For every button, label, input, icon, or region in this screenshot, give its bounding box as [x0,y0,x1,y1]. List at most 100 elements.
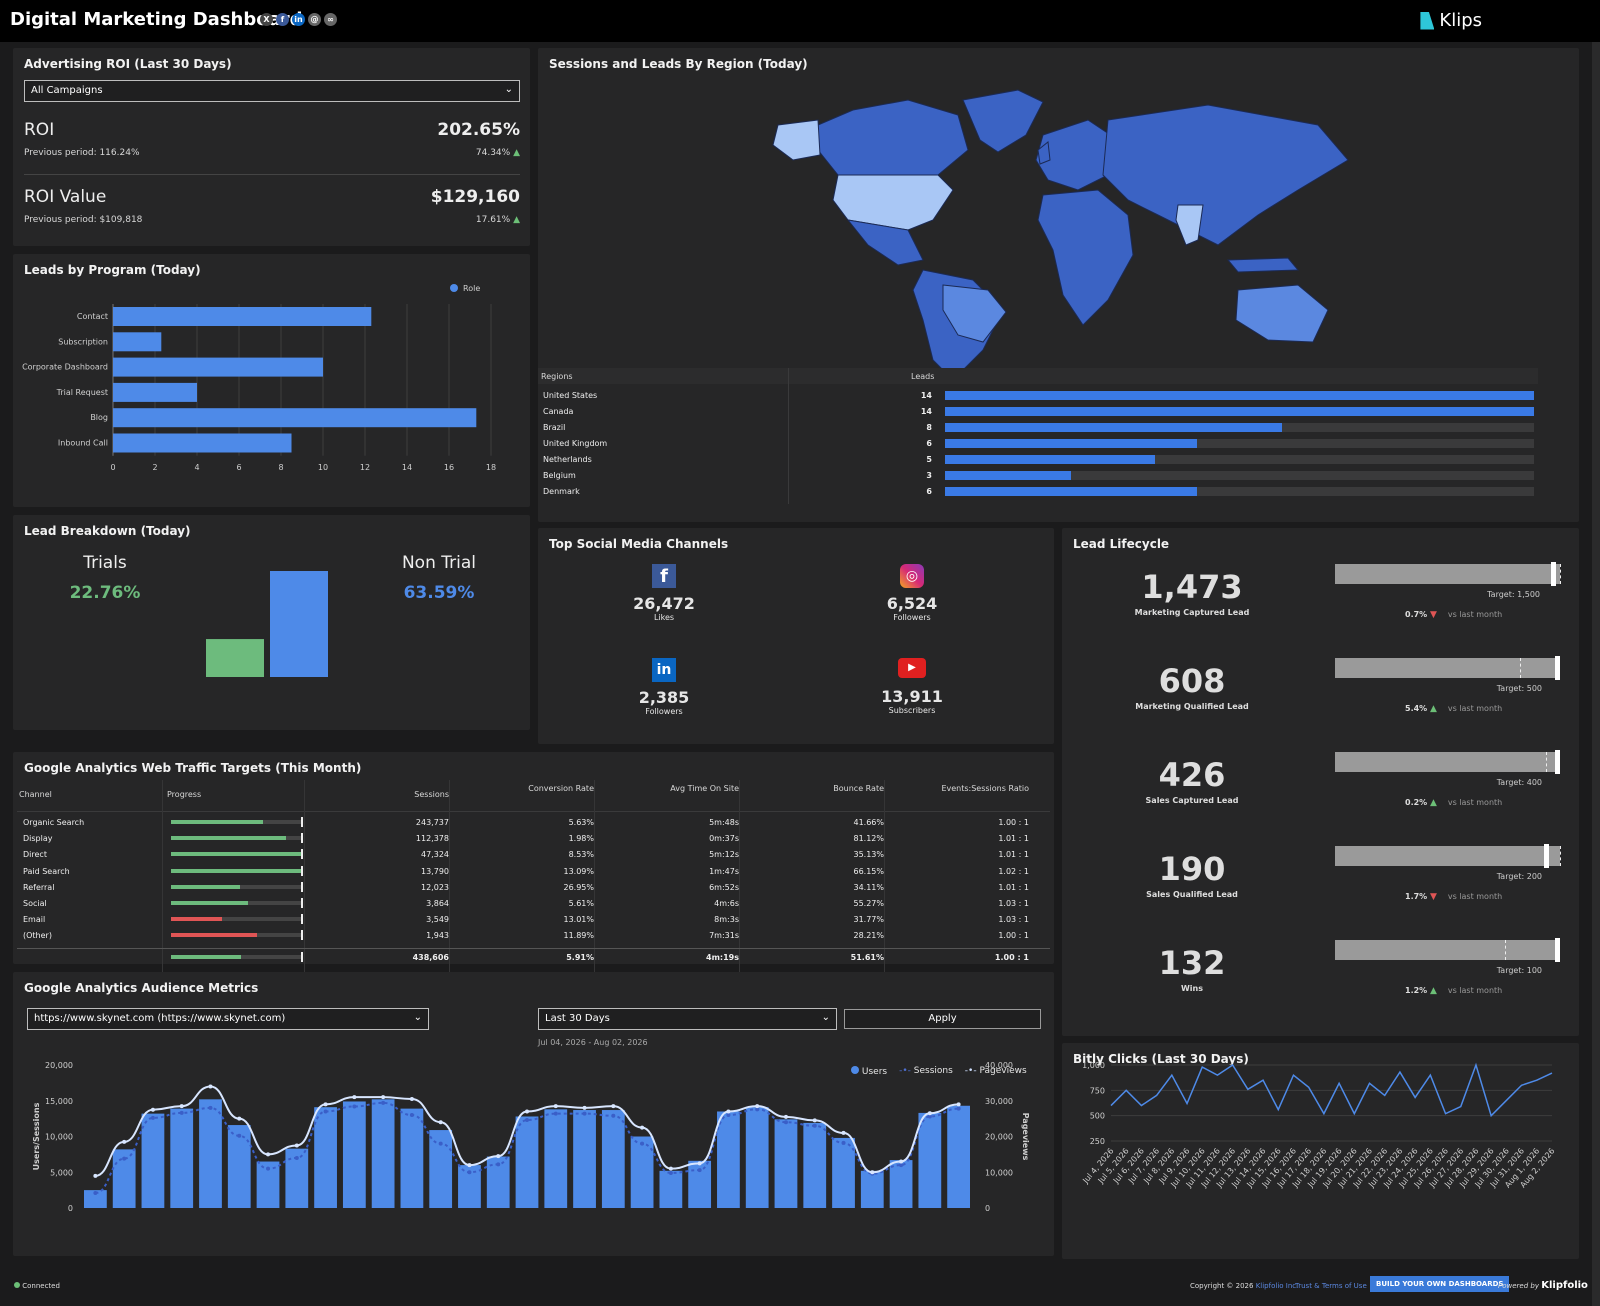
progress-track [171,914,303,925]
vs-last-month: vs last month [1447,892,1503,901]
linkedin-icon[interactable]: in [292,13,305,26]
powered-by: Powered by Klipfolio [1498,1280,1588,1291]
roi-panel: Advertising ROI (Last 30 Days) All Campa… [13,48,530,246]
pageviews-point [93,1173,98,1178]
progress-fill [171,820,264,824]
world-map[interactable] [758,80,1358,380]
status-dot-icon [14,1282,20,1288]
x-tick-label: 14 [402,463,412,472]
indonesia-shape [1226,257,1300,273]
europe-shape [1035,119,1119,191]
sessions-point [122,1156,127,1161]
bar [630,1136,654,1208]
copyright-text: Copyright © 2026 [1190,1282,1254,1290]
lifecycle-label: Marketing Qualified Lead [1135,702,1249,711]
date-range-select[interactable]: Last 30 Days ⌄ [538,1008,837,1030]
cell-sessions: 112,378 [415,834,449,844]
lifecycle-value: 190 [1158,850,1226,888]
bullet-bar-track [1335,562,1561,586]
bar [745,1107,769,1208]
build-dashboards-button[interactable]: BUILD YOUR OWN DASHBOARDS [1370,1276,1510,1292]
target-marker [301,930,303,941]
pageviews-point [294,1143,299,1148]
sessions-point [783,1120,788,1125]
roi-value-change-value: 17.61% [475,215,511,225]
linkedin-followers-value: 2,385 [638,688,690,707]
target-marker [301,865,303,876]
table-row: (Other) 1,943 11.89% 7m:31s 28.21% 1.00 : 1 [17,927,1050,943]
cell-time: 4m:19s [706,952,739,962]
campaign-select[interactable]: All Campaigns ⌄ [24,80,520,102]
channel-name: Referral [23,882,55,892]
website-select-value: https://www.skynet.com (https://www.skyn… [34,1013,286,1024]
actual-marker [1555,938,1560,962]
link-icon[interactable]: ∞ [324,13,337,26]
bar [717,1111,740,1208]
linkedin-tile: in 2,385 Followers [604,658,724,716]
x-tick-label: 12 [360,463,370,472]
klips-logo-icon [1420,11,1435,30]
sessions-point [841,1140,846,1145]
audience-metrics-chart: 0 5,000 10,000 15,000 20,000 0 10,000 20,000 30,… [32,1061,1030,1213]
region-row: United Kingdom 6 [538,436,1538,452]
lifecycle-label: Sales Captured Lead [1145,796,1239,805]
brand-logo: Klips [1420,10,1482,31]
y-tick-label: 15,000 [45,1097,73,1106]
terms-link[interactable]: Trust & Terms of Use [1295,1282,1367,1290]
table-row: Organic Search 243,737 5.63% 5m:48s 41.66% 1.… [17,814,1050,830]
regions-table-header: Regions Leads [538,368,1538,384]
target-marker [301,833,303,844]
connection-status: Connected [14,1282,60,1290]
target-line [1505,940,1507,960]
roi-value: 202.65% [437,120,520,140]
region-leads: 6 [926,487,932,496]
leads-bar-fill [945,455,1156,464]
divider [24,174,520,175]
klipfolio-logo: Klipfolio [1541,1280,1588,1291]
target-marker [301,817,303,827]
change-indicator: 0.7% ▼ vs last month [1405,610,1502,620]
company-link[interactable]: Klipfolio Inc. [1255,1282,1299,1290]
x-tick-label: 10 [318,463,328,472]
x-icon[interactable]: X [260,13,273,26]
progress-fill [171,852,303,857]
bar [113,433,292,453]
pageviews-point [208,1084,213,1089]
y-tick-label: 0 [68,1204,73,1213]
column-divider [162,780,163,992]
apply-button[interactable]: Apply [844,1009,1041,1029]
connection-status-label: Connected [22,1282,60,1290]
website-select[interactable]: https://www.skynet.com (https://www.skyn… [27,1008,429,1030]
bar [803,1122,827,1208]
arrow-up-icon: ▲ [1427,704,1440,714]
region-name: Netherlands [543,455,592,464]
footer: Connected Copyright © 2026 Klipfolio Inc… [0,1270,1592,1306]
sessions-point [93,1190,98,1195]
arrow-up-icon: ▲ [513,215,520,225]
leads-bar-fill [945,391,1534,400]
cell-bounce: 55.27% [853,899,884,908]
y-tick-label: 1,000 [1082,1061,1105,1070]
col-regions: Regions [541,372,573,381]
email-icon[interactable]: @ [308,13,321,26]
audience-metrics-panel: Google Analytics Audience Metrics https:… [13,972,1054,1256]
cell-bounce: 51.61% [850,952,884,962]
progress-track [171,930,303,941]
column-header: Sessions [414,790,449,799]
leads-bar-fill [945,487,1198,496]
y-tick-label: 750 [1090,1086,1105,1095]
pageviews-point [496,1154,501,1159]
cell-conv: 8.53% [568,850,594,860]
progress-track [171,817,303,827]
bar [659,1170,683,1208]
lifecycle-item: 190 Sales Qualified Lead Target: 200 1.7% ▼… [1062,844,1579,940]
sessions-point [352,1104,357,1109]
facebook-icon[interactable]: f [276,13,289,26]
dotted-line-icon: -•- [899,1066,911,1076]
pageviews-point [150,1107,155,1112]
page-scrollbar[interactable] [1592,42,1600,1306]
y2-tick-label: 30,000 [985,1097,1013,1106]
facebook-likes-value: 26,472 [633,594,695,613]
target-marker [301,849,303,860]
legend-users: Users [851,1066,887,1077]
